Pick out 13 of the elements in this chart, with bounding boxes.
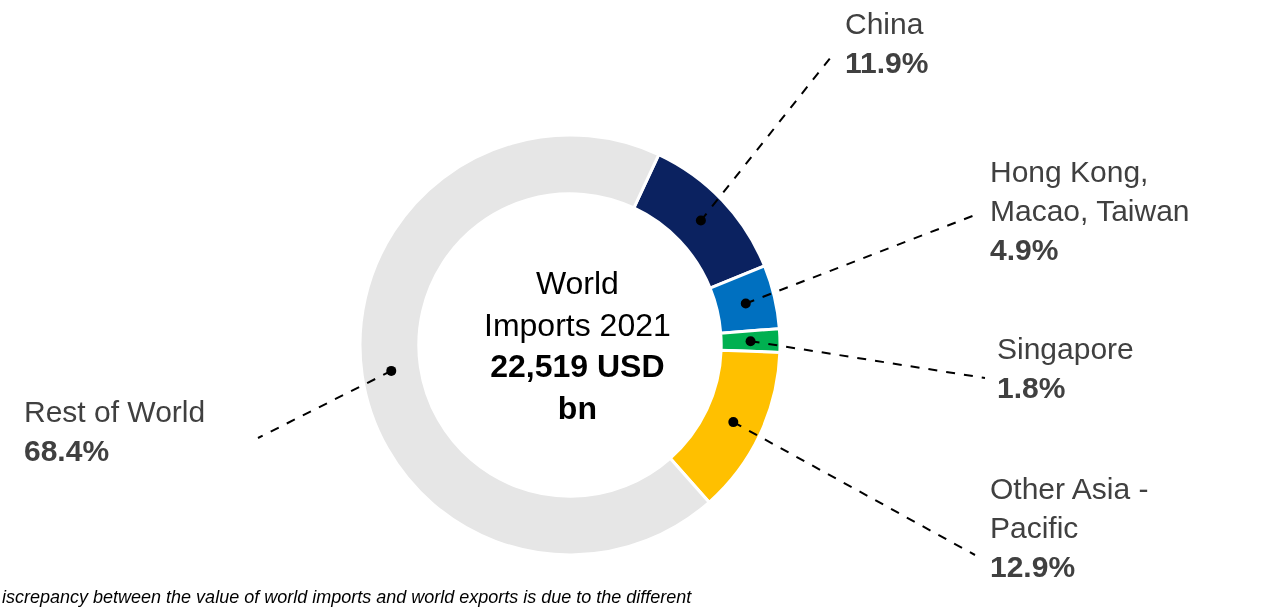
slice-label: Hong Kong, Macao, Taiwan (990, 155, 1190, 227)
text: 22,519 USD bn (490, 348, 665, 426)
text: World Imports 2021 (484, 265, 671, 343)
slice-label: Other Asia - Pacific (990, 472, 1149, 544)
slice-label: Rest of World (24, 395, 206, 428)
data-label: 1.8% (997, 371, 1066, 404)
slice-label: China (845, 7, 924, 40)
slice-label: Singapore (997, 332, 1134, 365)
data-label: 68.4% (24, 434, 110, 467)
data-label: 12.9% (990, 550, 1076, 583)
data-label: 4.9% (990, 233, 1059, 266)
data-label: 11.9% (845, 46, 929, 79)
text: iscrepancy between the value of world imports and world exports is due to the different (2, 587, 693, 607)
